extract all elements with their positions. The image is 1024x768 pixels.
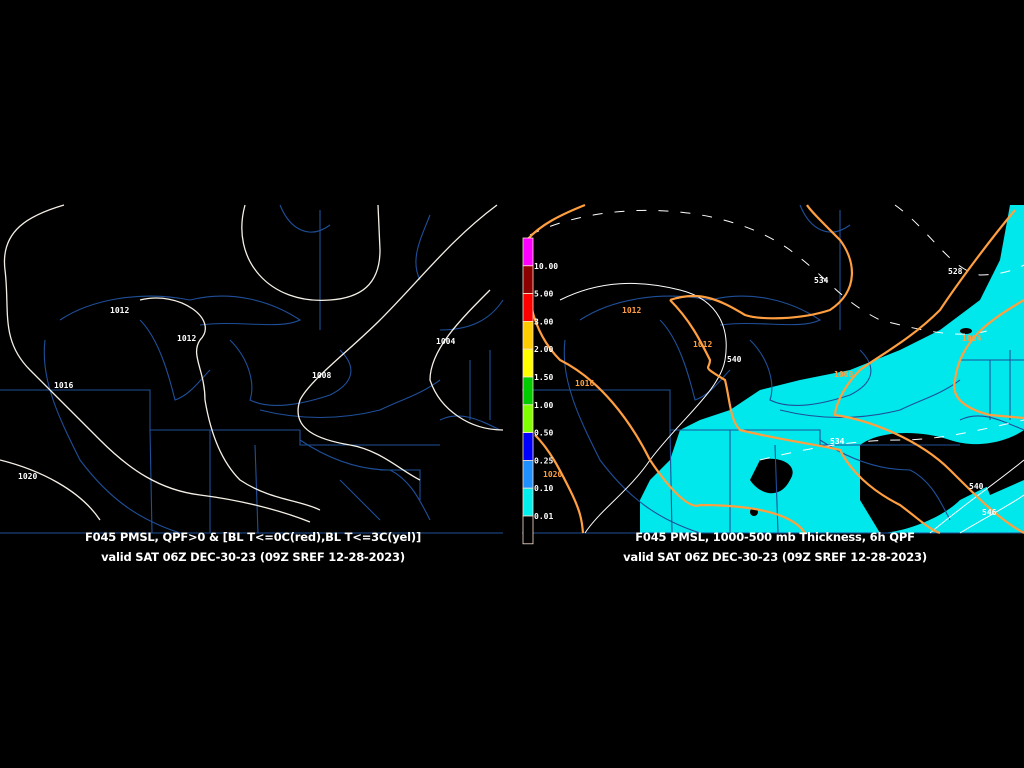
left-map-valid-time: valid SAT 06Z DEC-30-23 (09Z SREF 12-28-… (101, 550, 405, 564)
right-map-title: F045 PMSL, 1000-500 mb Thickness, 6h QPF (635, 530, 915, 544)
qpf-colorbar: 10.00 5.00 3.00 2.00 1.50 1.00 0.50 0.25 0.10 0.0… (522, 237, 558, 545)
right-geography (522, 204, 1024, 534)
colorbar-label: 10.00 (534, 262, 558, 271)
colorbar-label: 0.01 (534, 512, 553, 521)
colorbar-swatch (522, 459, 534, 489)
colorbar-swatch (522, 348, 534, 378)
thickness-label: 534 (830, 437, 845, 446)
isobar-label: 1016 (54, 381, 73, 390)
isobar-label: 1004 (962, 334, 981, 343)
thickness-dashed (529, 204, 1024, 461)
right-contour-labels: 1012 1012 1016 1020 1008 1004 534 528 54… (543, 267, 997, 517)
right-map: 1012 1012 1016 1020 1008 1004 534 528 54… (522, 203, 1024, 535)
colorbar-label: 0.25 (534, 456, 553, 465)
left-contour-labels: 1012 1012 1016 1008 1004 1020 (18, 306, 455, 481)
thickness-label: 546 (982, 508, 997, 517)
isobar-label: 1012 (622, 306, 641, 315)
isobar-label: 1012 (110, 306, 129, 315)
left-map-title: F045 PMSL, QPF>0 & [BL T<=0C(red),BL T<=… (84, 530, 422, 544)
colorbar-swatch (522, 265, 534, 294)
colorbar-label: 1.00 (534, 401, 553, 410)
colorbar-label: 0.50 (534, 429, 553, 438)
colorbar-swatch (522, 376, 534, 406)
colorbar-label: 5.00 (534, 290, 553, 299)
colorbar-swatch (522, 237, 534, 267)
isobar-label: 1004 (436, 337, 455, 346)
colorbar-swatch (522, 293, 534, 322)
colorbar-swatch (522, 404, 534, 433)
thickness-label: 540 (969, 482, 984, 491)
colorbar-label: 3.00 (534, 317, 553, 326)
left-geography (0, 204, 504, 534)
colorbar-label: 0.10 (534, 484, 553, 493)
colorbar-label: 1.50 (534, 373, 553, 382)
isobar-label: 1016 (575, 379, 594, 388)
isobar-label: 1012 (693, 340, 712, 349)
isobar-label: 1020 (543, 470, 562, 479)
right-map-valid-time: valid SAT 06Z DEC-30-23 (09Z SREF 12-28-… (623, 550, 927, 564)
thickness-label: 540 (727, 355, 742, 364)
isobar-label: 1008 (834, 370, 853, 379)
colorbar-swatch (522, 515, 534, 545)
colorbar-swatch (522, 320, 534, 350)
thickness-solid (559, 282, 1024, 534)
isobar-label: 1012 (177, 334, 196, 343)
left-isobars (0, 204, 504, 523)
thickness-label: 528 (948, 267, 963, 276)
qpf-gaps (750, 328, 1024, 533)
colorbar-label: 2.00 (534, 345, 553, 354)
thickness-label: 534 (814, 276, 829, 285)
left-map: 1012 1012 1016 1008 1004 1020 (0, 204, 504, 534)
isobar-label: 1020 (18, 472, 37, 481)
colorbar-swatch (522, 432, 534, 461)
isobar-label: 1008 (312, 371, 331, 380)
colorbar-swatch (522, 487, 534, 517)
